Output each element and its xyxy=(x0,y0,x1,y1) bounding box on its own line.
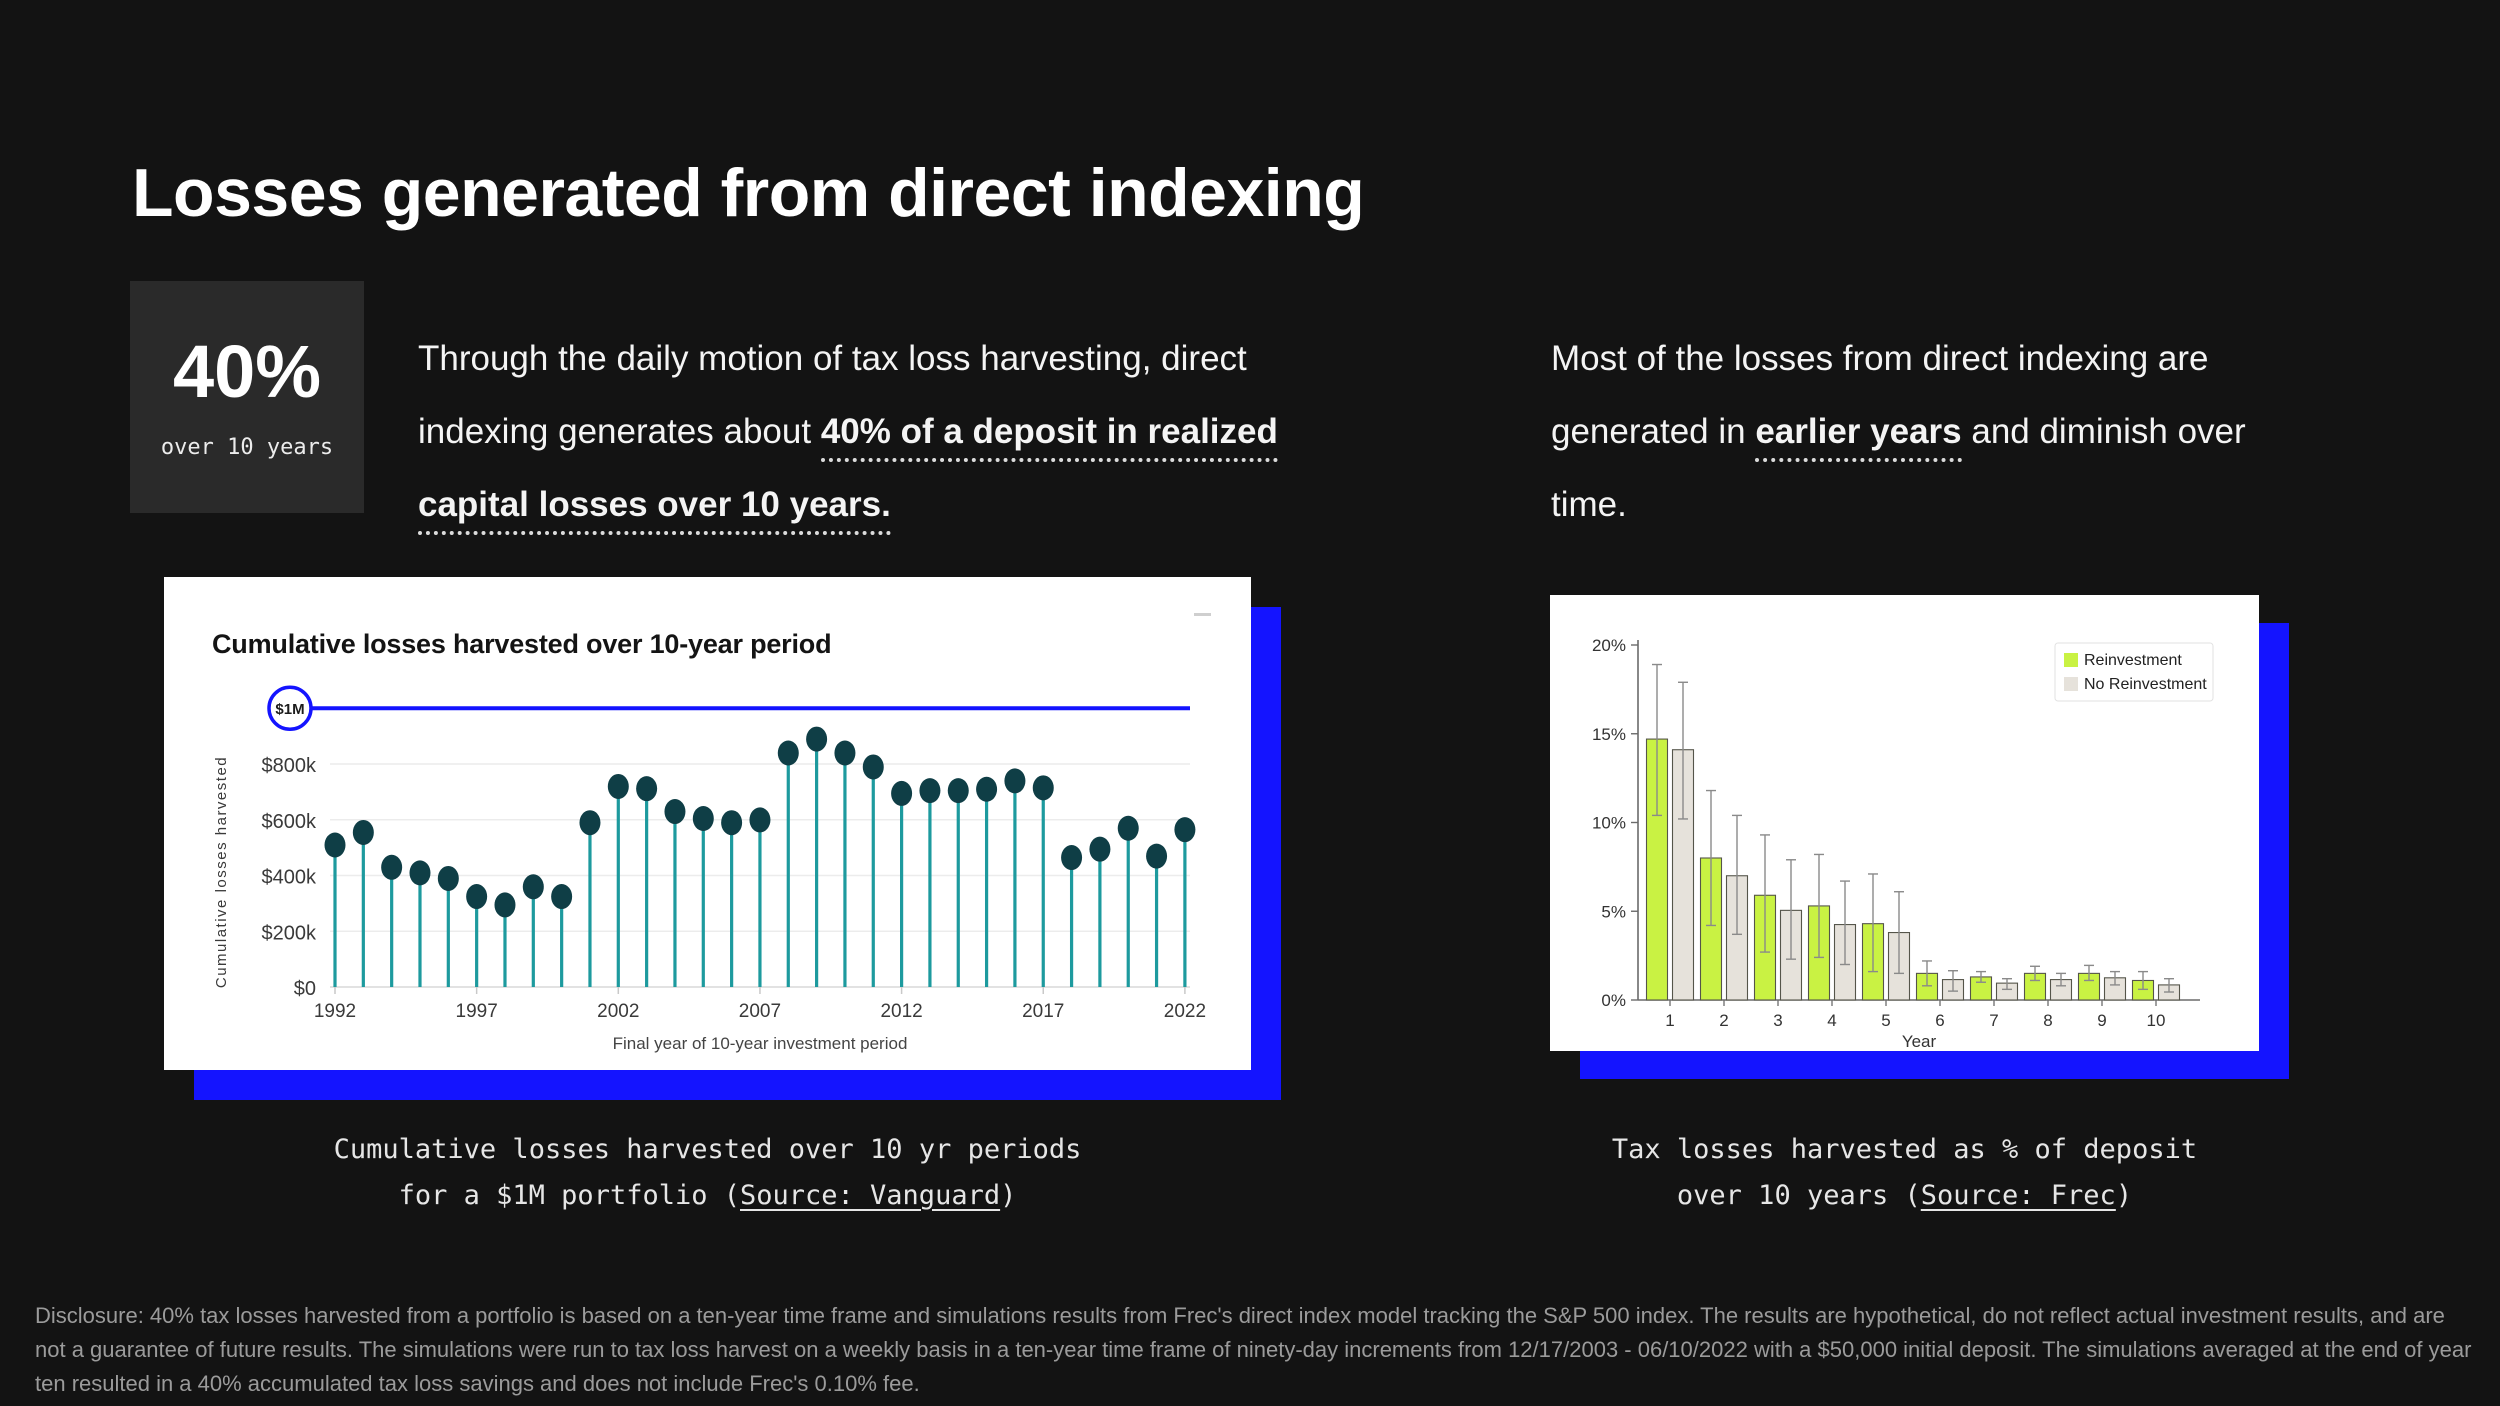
right-paragraph: Most of the losses from direct indexing … xyxy=(1551,322,2296,541)
source-link-frec[interactable]: Source: Frec xyxy=(1920,1180,2116,1211)
svg-text:Reinvestment: Reinvestment xyxy=(2084,652,2182,669)
svg-text:2012: 2012 xyxy=(880,1001,922,1022)
right-chart-card: 0% 5% 10% 15% 20% 1 2 3 4 5 6 7 8 9 10 Year Reinvestment… xyxy=(1550,595,2259,1051)
x-axis-title: Final year of 10-year investment period xyxy=(613,1034,908,1053)
svg-text:$0: $0 xyxy=(294,978,316,1000)
right-caption-line1: Tax losses harvested as % of deposit xyxy=(1611,1134,2198,1165)
x-axis-title: Year xyxy=(1902,1032,1937,1051)
left-paragraph-normal: Through the daily motion of tax loss har… xyxy=(418,339,1247,451)
svg-text:3: 3 xyxy=(1773,1011,1782,1030)
right-paragraph-pre: Most of the losses from direct indexing … xyxy=(1551,339,2209,451)
left-caption-post: ) xyxy=(1000,1180,1017,1211)
svg-text:5: 5 xyxy=(1881,1011,1890,1030)
svg-text:$200k: $200k xyxy=(262,922,317,944)
svg-text:$800k: $800k xyxy=(262,755,317,777)
lollipop-chart-svg: $0 $200k $400k $600k $800k $1M 1992 1997 2002 200… xyxy=(213,685,1206,1053)
svg-text:2002: 2002 xyxy=(597,1001,639,1022)
left-chart-title: Cumulative losses harvested over 10-year… xyxy=(212,629,832,659)
svg-text:1997: 1997 xyxy=(456,1001,498,1022)
svg-text:8: 8 xyxy=(2043,1011,2052,1030)
right-chart-caption: Tax losses harvested as % of deposit over… xyxy=(1550,1127,2259,1219)
svg-text:9: 9 xyxy=(2097,1011,2106,1030)
svg-text:$400k: $400k xyxy=(262,867,317,889)
stat-value: 40% xyxy=(172,329,322,413)
stat-box: 40% over 10 years xyxy=(130,281,364,513)
page-title: Losses generated from direct indexing xyxy=(132,154,1365,231)
y-axis-title: Cumulative losses harvested xyxy=(213,756,230,988)
svg-text:4: 4 xyxy=(1827,1011,1836,1030)
svg-text:$600k: $600k xyxy=(262,811,317,833)
svg-text:1: 1 xyxy=(1665,1011,1674,1030)
right-paragraph-post: and diminish over time. xyxy=(1551,412,2246,524)
bar-chart-svg: 0% 5% 10% 15% 20% 1 2 3 4 5 6 7 8 9 10 Year Reinvestment… xyxy=(1592,636,2214,1051)
svg-text:2: 2 xyxy=(1719,1011,1728,1030)
right-caption-line2: over 10 years ( xyxy=(1676,1180,1921,1211)
svg-text:2007: 2007 xyxy=(739,1001,781,1022)
svg-text:0%: 0% xyxy=(1601,991,1626,1010)
svg-text:No Reinvestment: No Reinvestment xyxy=(2084,676,2207,693)
left-paragraph: Through the daily motion of tax loss har… xyxy=(418,322,1298,541)
svg-text:$1M: $1M xyxy=(275,701,304,718)
svg-text:2022: 2022 xyxy=(1164,1001,1206,1022)
svg-text:7: 7 xyxy=(1989,1011,1998,1030)
svg-text:10%: 10% xyxy=(1592,814,1626,833)
svg-text:15%: 15% xyxy=(1592,725,1626,744)
disclosure-text: Disclosure: 40% tax losses harvested fro… xyxy=(35,1303,2472,1396)
left-caption-line2: for a $1M portfolio ( xyxy=(398,1180,740,1211)
right-caption-post: ) xyxy=(2115,1180,2133,1211)
left-chart-card: Cumulative losses harvested over 10-year… xyxy=(164,577,1251,1070)
left-chart-caption: Cumulative losses harvested over 10 yr p… xyxy=(164,1127,1251,1219)
stat-caption: over 10 years xyxy=(160,434,334,460)
collapse-dash-icon[interactable] xyxy=(1194,613,1211,616)
svg-text:20%: 20% xyxy=(1592,636,1626,655)
svg-text:5%: 5% xyxy=(1601,902,1626,921)
svg-text:10: 10 xyxy=(2147,1011,2166,1030)
svg-text:1992: 1992 xyxy=(314,1001,356,1022)
left-paragraph-highlight: 40% of a deposit in realized capital los… xyxy=(418,412,1278,535)
svg-text:6: 6 xyxy=(1935,1011,1944,1030)
left-caption-line1: Cumulative losses harvested over 10 yr p… xyxy=(333,1134,1082,1165)
source-link-vanguard[interactable]: Source: Vanguard xyxy=(740,1180,1001,1211)
right-paragraph-highlight: earlier years xyxy=(1755,412,1962,462)
legend: Reinvestment No Reinvestment xyxy=(2054,642,2214,702)
one-million-badge xyxy=(267,685,313,731)
svg-text:2017: 2017 xyxy=(1022,1001,1064,1022)
lollipop-series xyxy=(324,726,1196,987)
